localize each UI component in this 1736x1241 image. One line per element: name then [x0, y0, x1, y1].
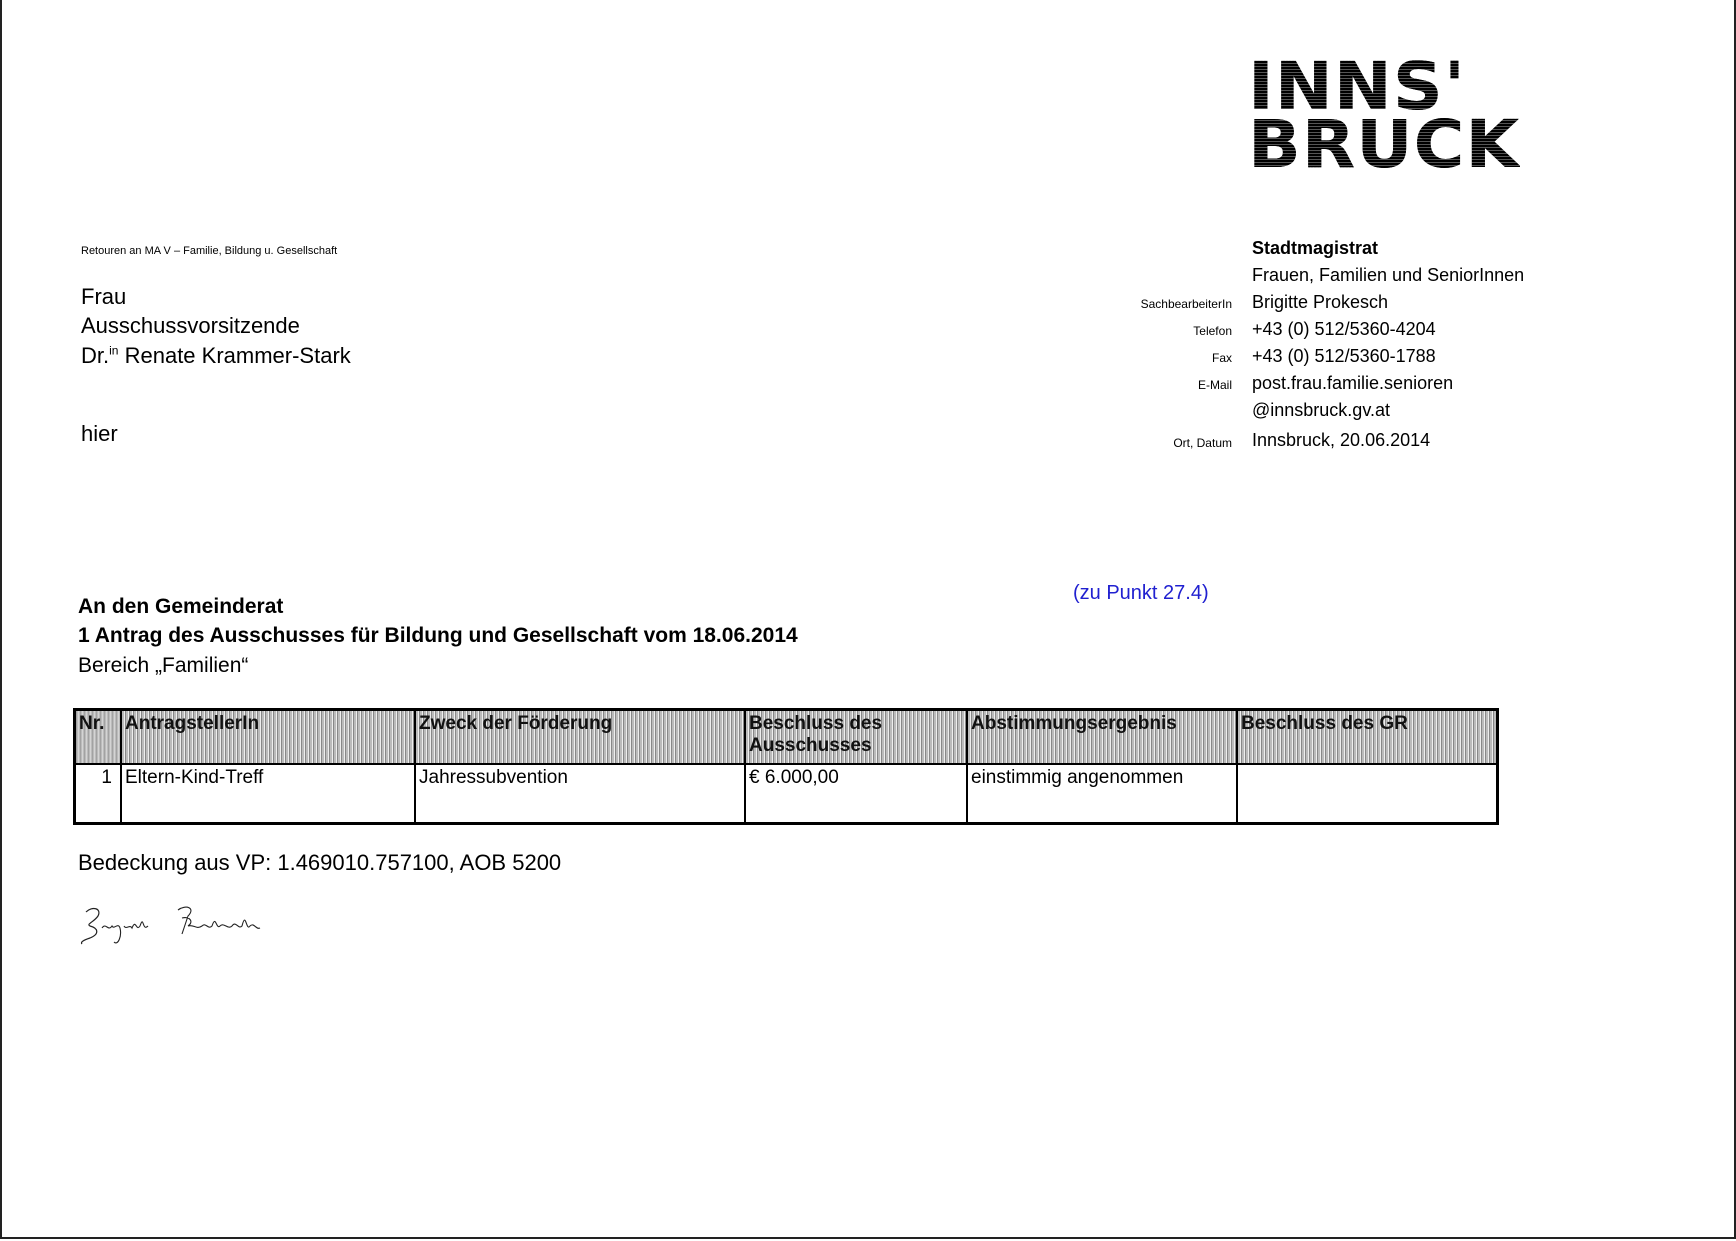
field-label: Ort, Datum: [1173, 436, 1232, 450]
cell-applicant: Eltern-Kind-Treff: [120, 763, 416, 825]
handwritten-signature: [80, 906, 261, 945]
recipient-title-sup: in: [109, 343, 119, 358]
field-label: SachbearbeiterIn: [1140, 297, 1232, 311]
field-label: Telefon: [1193, 324, 1232, 338]
innsbruck-logo: INNS' BRUCK: [1248, 58, 1521, 183]
field-label: Fax: [1211, 351, 1232, 365]
recipient-name-line: Dr.in Renate Krammer-Stark: [81, 343, 351, 369]
recipient-name: Renate Krammer-Stark: [124, 343, 351, 368]
field-value: post.frau.familie.senioren: [1252, 373, 1454, 393]
coverage-note: Bedeckung aus VP: 1.469010.757100, AOB 5…: [78, 850, 562, 875]
sender-department: Frauen, Familien und SeniorInnen: [1252, 265, 1525, 285]
cell-vote-result: einstimmig angenommen: [966, 763, 1238, 825]
funding-table: Nr. AntragstellerIn Zweck der Förderung …: [73, 708, 1499, 825]
recipient-role: Ausschussvorsitzende: [81, 313, 300, 338]
recipient-salutation: Frau: [81, 284, 127, 309]
col-vote-result: Abstimmungsergebnis: [966, 708, 1238, 765]
field-value: +43 (0) 512/5360-1788: [1252, 346, 1436, 366]
subject-line3: Bereich „Familien“: [78, 654, 249, 677]
field-value: Brigitte Prokesch: [1252, 292, 1389, 312]
sender-org: Stadtmagistrat: [1252, 238, 1379, 258]
field-value: Innsbruck, 20.06.2014: [1252, 430, 1431, 450]
cell-nr: 1: [73, 763, 122, 825]
col-nr: Nr.: [73, 708, 122, 765]
col-purpose: Zweck der Förderung: [414, 708, 746, 765]
col-applicant: AntragstellerIn: [120, 708, 416, 765]
cell-committee-decision: € 6.000,00: [744, 763, 968, 825]
cell-council-decision: [1236, 763, 1499, 825]
col-council-decision: Beschluss des GR: [1236, 708, 1499, 765]
return-address: Retouren an MA V – Familie, Bildung u. G…: [81, 245, 338, 257]
logo-line2: BRUCK: [1248, 106, 1521, 183]
field-value: +43 (0) 512/5360-4204: [1252, 319, 1436, 339]
table-row: 1 Eltern-Kind-Treff Jahressubvention € 6…: [73, 763, 1499, 825]
field-value: @innsbruck.gv.at: [1252, 400, 1390, 420]
recipient-location: hier: [81, 421, 118, 446]
recipient-title: Dr.: [81, 343, 110, 368]
field-label: E-Mail: [1197, 378, 1232, 392]
cell-purpose: Jahressubvention: [414, 763, 746, 825]
table-header-row: Nr. AntragstellerIn Zweck der Förderung …: [73, 708, 1499, 765]
col-committee-decision: Beschluss des Ausschusses: [744, 708, 968, 765]
agenda-reference: (zu Punkt 27.4): [1073, 582, 1209, 604]
subject-line2: 1 Antrag des Ausschusses für Bildung und…: [78, 624, 798, 647]
subject-line1: An den Gemeinderat: [78, 595, 284, 618]
